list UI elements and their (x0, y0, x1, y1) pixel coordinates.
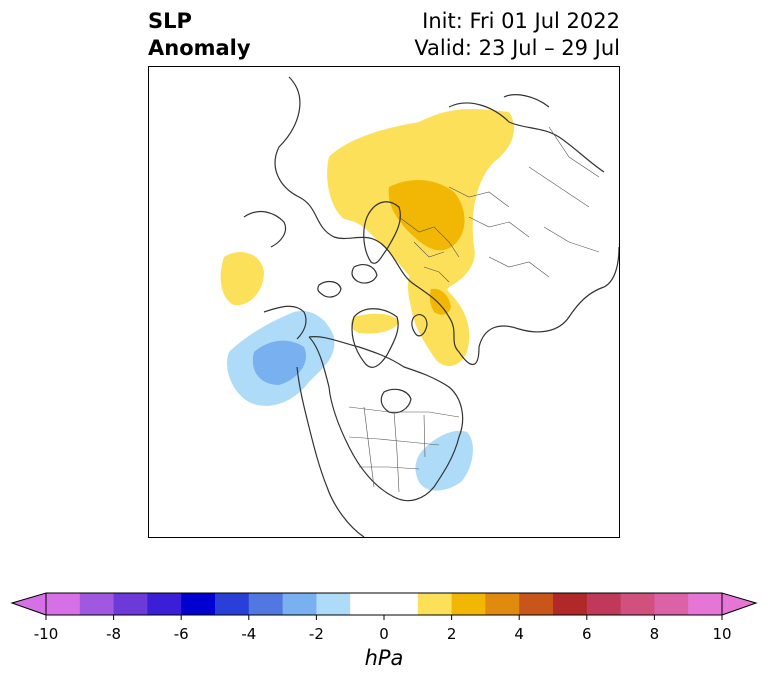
colorbar-cell (553, 593, 588, 615)
colorbar-tick-label: -8 (106, 625, 122, 643)
colorbar-cell (688, 593, 723, 615)
colorbar-cells (46, 593, 723, 615)
negative-anomaly-us-east-coast (415, 430, 473, 491)
colorbar-tick-label: 6 (582, 625, 592, 643)
colorbar-cell (417, 593, 453, 615)
political-borders (348, 126, 600, 493)
colorbar-tick-label: 8 (649, 625, 660, 643)
colorbar-tick-label: -6 (173, 625, 189, 643)
colorbar-tick-label: 10 (712, 625, 732, 643)
colorbar-tick-label: 0 (379, 625, 389, 643)
positive-anomaly-western-europe (408, 270, 470, 367)
title-line-1: SLP (148, 9, 192, 33)
colorbar-cell (485, 593, 520, 615)
strong-negative-anomaly-gulf-of-alaska (252, 340, 307, 385)
init-date: Init: Fri 01 Jul 2022 (422, 9, 620, 33)
colorbar-cell (316, 593, 351, 615)
colorbar-cell (46, 593, 81, 615)
colorbar-tick-label: -10 (33, 625, 59, 643)
colorbar-cell (215, 593, 250, 615)
colorbar-cell (181, 593, 216, 615)
colorbar (10, 592, 758, 620)
colorbar-cell (451, 593, 486, 615)
colorbar-tick-label: 2 (446, 625, 457, 643)
positive-anomaly-bering (220, 252, 264, 306)
colorbar-cell (519, 593, 554, 615)
colorbar-cell (113, 593, 148, 615)
colorbar-cell (147, 593, 182, 615)
colorbar-tick-label: 4 (514, 625, 524, 643)
strong-positive-anomaly-russia (388, 180, 465, 251)
colorbar-tick-label: -4 (241, 625, 257, 643)
colorbar-cell (654, 593, 689, 615)
valid-date-range: Valid: 23 Jul – 29 Jul (414, 36, 620, 60)
colorbar-ticks (45, 615, 723, 620)
coastlines (243, 76, 619, 537)
colorbar-cell (620, 593, 655, 615)
map-svg (220, 76, 619, 537)
colorbar-cell (384, 593, 419, 615)
colorbar-unit-label: hPa (364, 646, 404, 670)
forecast-dates: Init: Fri 01 Jul 2022 Valid: 23 Jul – 29… (414, 8, 620, 62)
colorbar-cell (79, 593, 115, 615)
title-line-2: Anomaly (148, 36, 251, 60)
colorbar-cell (586, 593, 622, 615)
colorbar-cell (350, 593, 385, 615)
anomaly-fills (220, 109, 514, 491)
strong-positive-anomaly-europe (429, 288, 451, 315)
positive-anomaly-north-atlantic (350, 313, 399, 334)
polar-map (148, 66, 620, 538)
map-title: SLP Anomaly (148, 8, 251, 62)
colorbar-right-extension (721, 592, 758, 616)
colorbar-cell (282, 593, 317, 615)
colorbar-tick-label: -2 (308, 625, 324, 643)
colorbar-cell (248, 593, 284, 615)
colorbar-left-extension (10, 592, 47, 616)
